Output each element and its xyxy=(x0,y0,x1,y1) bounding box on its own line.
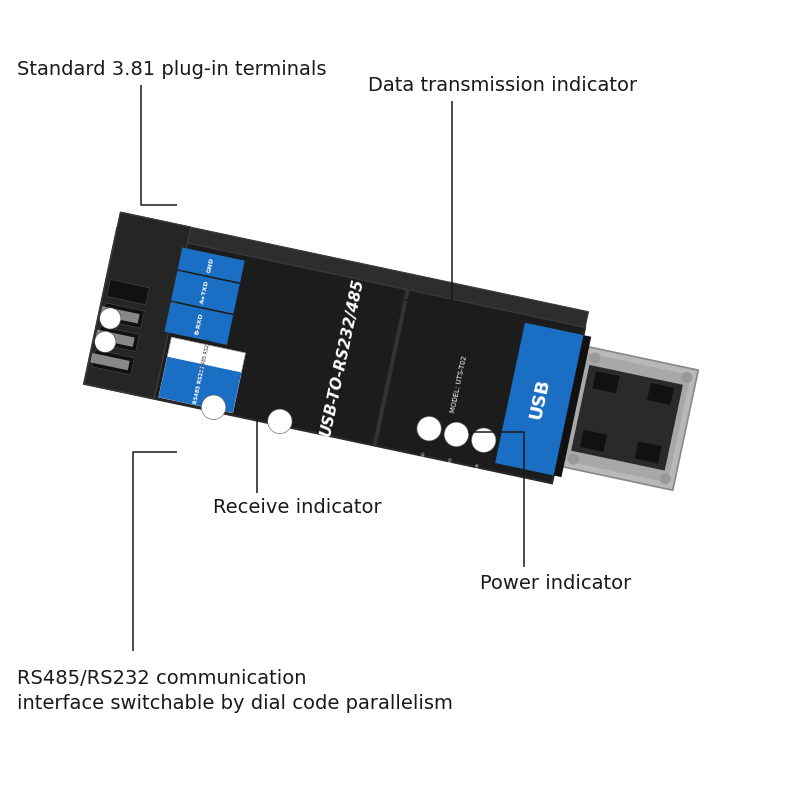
Circle shape xyxy=(418,418,440,440)
Text: Standard 3.81 plug-in terminals: Standard 3.81 plug-in terminals xyxy=(18,60,327,78)
Text: RS485 RS232: RS485 RS232 xyxy=(201,338,212,371)
Polygon shape xyxy=(102,302,144,328)
Text: TXD: TXD xyxy=(448,457,454,466)
Text: A+TXD: A+TXD xyxy=(201,280,210,305)
Text: B-RXD: B-RXD xyxy=(194,312,203,335)
Circle shape xyxy=(473,429,495,451)
Polygon shape xyxy=(92,350,134,375)
Polygon shape xyxy=(538,332,591,477)
Polygon shape xyxy=(571,365,683,470)
Text: USB-TO-RS232/485: USB-TO-RS232/485 xyxy=(318,277,366,438)
Polygon shape xyxy=(647,383,674,405)
Polygon shape xyxy=(373,289,410,446)
Text: MODEL: UTS-T02: MODEL: UTS-T02 xyxy=(450,354,468,413)
Polygon shape xyxy=(563,353,690,482)
Polygon shape xyxy=(158,357,242,413)
Polygon shape xyxy=(634,442,662,463)
Circle shape xyxy=(269,410,291,433)
Text: RXD: RXD xyxy=(421,451,426,461)
Text: USB: USB xyxy=(526,377,552,421)
Text: Receive indicator: Receive indicator xyxy=(213,498,382,517)
Polygon shape xyxy=(178,247,245,282)
Polygon shape xyxy=(95,330,134,347)
Polygon shape xyxy=(158,337,246,413)
Text: RS485 RS232: RS485 RS232 xyxy=(194,365,206,405)
Text: RS485/RS232 communication
interface switchable by dial code parallelism: RS485/RS232 communication interface swit… xyxy=(18,669,454,713)
Text: Data transmission indicator: Data transmission indicator xyxy=(368,75,638,94)
Polygon shape xyxy=(495,322,583,475)
Text: PWR: PWR xyxy=(475,462,481,473)
Circle shape xyxy=(590,353,600,362)
Polygon shape xyxy=(90,353,130,370)
Polygon shape xyxy=(556,346,698,490)
Polygon shape xyxy=(171,271,240,314)
Circle shape xyxy=(96,332,115,351)
Polygon shape xyxy=(100,306,140,323)
Circle shape xyxy=(569,454,578,464)
Polygon shape xyxy=(118,212,589,327)
Circle shape xyxy=(446,423,467,446)
Polygon shape xyxy=(165,302,233,345)
Polygon shape xyxy=(84,212,190,398)
Circle shape xyxy=(202,396,225,418)
Circle shape xyxy=(661,474,670,484)
Polygon shape xyxy=(84,228,585,483)
Circle shape xyxy=(101,309,120,328)
Polygon shape xyxy=(97,326,139,352)
Circle shape xyxy=(682,373,692,382)
Text: GND: GND xyxy=(207,257,215,273)
Polygon shape xyxy=(593,371,619,394)
Polygon shape xyxy=(580,430,607,452)
Polygon shape xyxy=(106,279,150,305)
Text: Power indicator: Power indicator xyxy=(480,574,631,593)
